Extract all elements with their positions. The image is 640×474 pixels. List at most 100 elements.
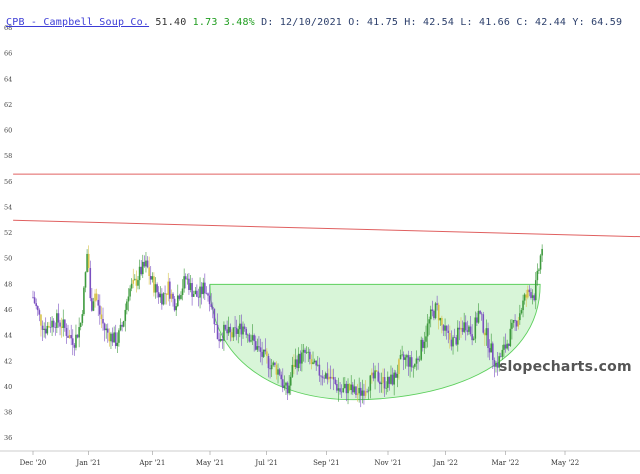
candle-body xyxy=(439,317,442,321)
candle-body xyxy=(165,293,168,295)
open-label: O: xyxy=(348,17,361,28)
candle-body xyxy=(361,390,364,396)
candle-body xyxy=(386,376,389,388)
candle-body xyxy=(40,314,42,326)
candle-body xyxy=(86,253,88,273)
candle-body xyxy=(414,363,416,367)
candle-body xyxy=(541,248,543,256)
candle-body xyxy=(514,319,516,321)
candle-body xyxy=(266,351,268,357)
candle-body xyxy=(181,288,184,296)
trendlines xyxy=(13,173,640,238)
x-tick-label: Jul '21 xyxy=(254,459,278,467)
candle-body xyxy=(253,335,255,342)
candle-body xyxy=(275,364,278,375)
candle-body xyxy=(65,327,68,336)
candle-body xyxy=(73,344,76,348)
candle-body xyxy=(347,383,349,394)
candle-body xyxy=(315,360,318,366)
candle-body xyxy=(189,283,192,290)
symbol-link[interactable]: CPB - Campbell Soup Co. xyxy=(6,17,150,28)
candle-body xyxy=(91,298,93,311)
candle-body xyxy=(44,328,47,334)
candle-body xyxy=(339,388,341,392)
candle-body xyxy=(52,320,55,328)
candle-body xyxy=(499,356,502,357)
candle-body xyxy=(54,327,57,328)
candle-body xyxy=(484,332,486,336)
candle-body xyxy=(202,282,205,295)
candle-body xyxy=(422,339,424,348)
candle-body xyxy=(135,278,138,286)
candle-body xyxy=(100,314,103,320)
candle-body xyxy=(248,334,251,342)
x-tick-label: Jan '22 xyxy=(432,459,458,467)
candle-body xyxy=(536,270,539,281)
candle-body xyxy=(382,377,384,383)
candle-body xyxy=(153,276,155,293)
candle-body xyxy=(310,359,313,365)
candle-body xyxy=(390,374,392,384)
candle-body xyxy=(291,364,294,377)
candle-body xyxy=(320,375,322,377)
candle-body xyxy=(246,334,249,336)
candle-body xyxy=(519,313,521,321)
y-tick-label: 44 xyxy=(4,332,12,340)
candle-body xyxy=(312,362,314,365)
candle-body xyxy=(261,351,263,357)
close-label: C: xyxy=(516,17,529,28)
candle-body xyxy=(342,388,345,393)
candle-body xyxy=(81,314,84,323)
candle-body xyxy=(415,358,418,364)
candle-body xyxy=(307,351,310,353)
candle-body xyxy=(318,364,321,376)
candle-body xyxy=(256,346,259,350)
candle-body xyxy=(359,387,362,396)
candle-body xyxy=(431,309,434,311)
candle-body xyxy=(68,335,71,338)
candle-body xyxy=(113,332,115,343)
date-label: D: xyxy=(261,17,274,28)
x-tick-label: Nov '21 xyxy=(374,459,401,467)
candle-body xyxy=(56,313,58,328)
candle-body xyxy=(512,319,515,323)
candle-body xyxy=(264,349,267,352)
candle-body xyxy=(211,306,214,309)
high-value: 42.54 xyxy=(422,17,455,28)
candle-body xyxy=(480,313,483,315)
candle-body xyxy=(36,306,39,311)
candle-body xyxy=(79,322,82,328)
candle-body xyxy=(102,319,104,324)
candle-body xyxy=(103,323,106,331)
candle-body xyxy=(525,294,528,298)
candle-body xyxy=(328,376,330,380)
candle-body xyxy=(94,293,96,302)
candle-body xyxy=(146,260,149,268)
candle-body xyxy=(377,371,380,382)
candle-body xyxy=(498,356,500,368)
candle-body xyxy=(503,344,505,350)
candle-body xyxy=(301,352,303,364)
candle-body xyxy=(434,303,437,319)
candle-body xyxy=(218,339,220,342)
candle-body xyxy=(511,322,513,329)
candle-body xyxy=(35,303,37,307)
candle-body xyxy=(137,280,139,286)
candle-body xyxy=(237,329,240,334)
candle-body xyxy=(407,355,410,367)
candle-body xyxy=(399,354,402,360)
candle-body xyxy=(474,317,477,339)
candle-body xyxy=(234,327,236,328)
candle-body xyxy=(213,308,216,325)
candle-body xyxy=(124,309,127,322)
candle-body xyxy=(111,333,114,343)
candle-body xyxy=(221,338,224,341)
candle-body xyxy=(286,382,289,394)
candle-body xyxy=(367,390,370,392)
candle-body xyxy=(156,284,158,293)
candle-body xyxy=(154,284,157,293)
candle-body xyxy=(437,304,440,321)
candle-body xyxy=(353,386,356,393)
candle-body xyxy=(326,373,329,380)
candle-body xyxy=(57,313,60,323)
